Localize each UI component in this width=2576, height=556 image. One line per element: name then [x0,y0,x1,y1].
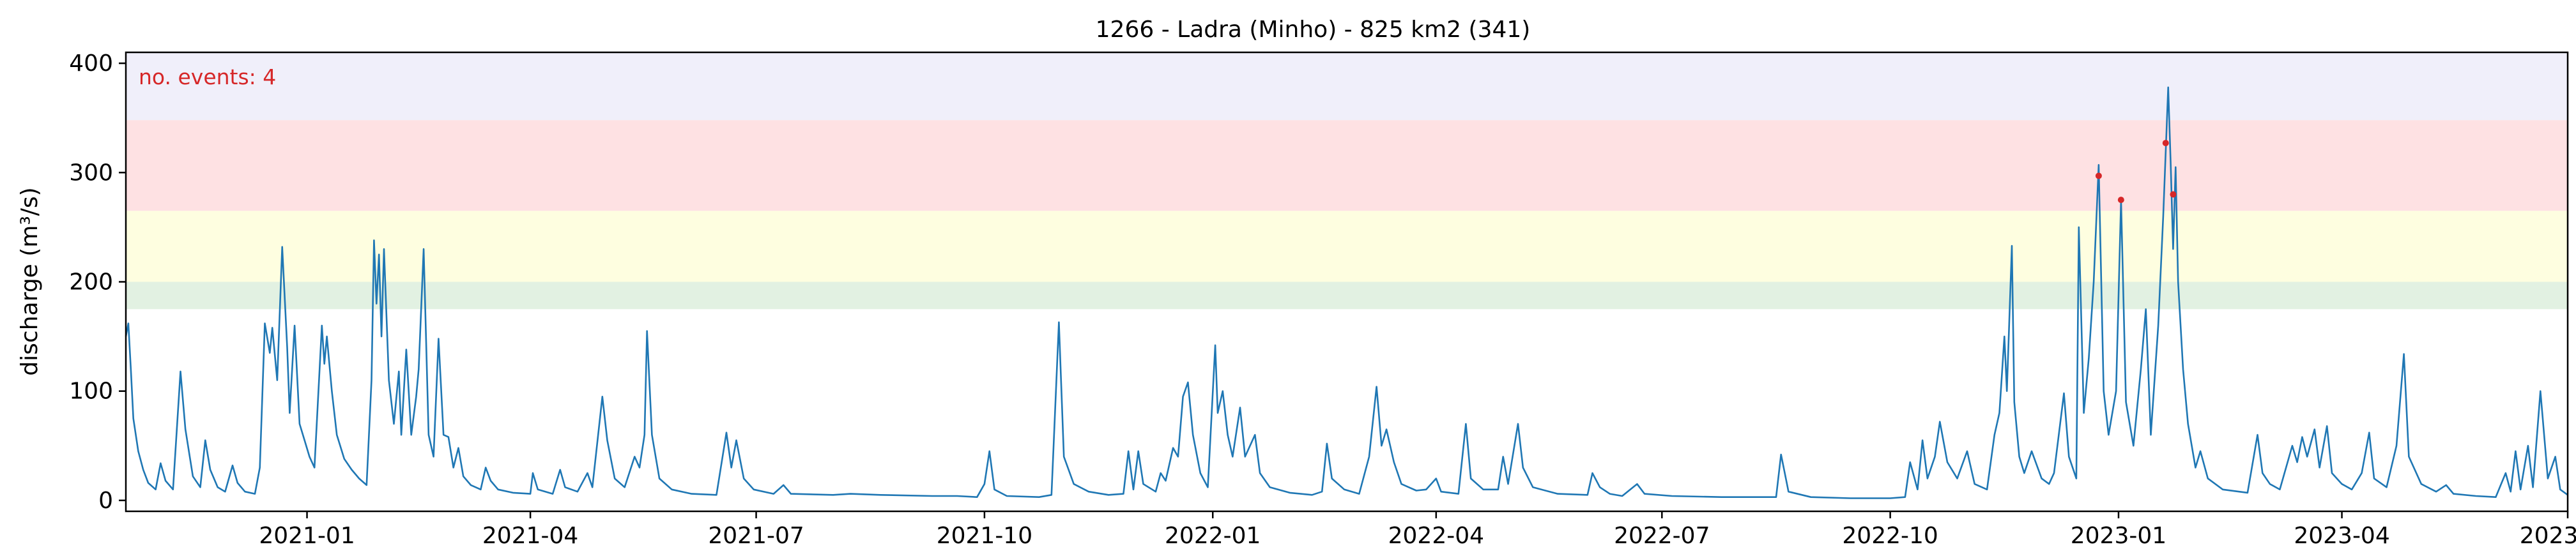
x-tick-label: 2021-01 [259,523,355,549]
event-marker [2117,197,2124,204]
event-marker [2170,191,2177,198]
y-tick-label: 100 [69,379,113,405]
threshold-band-1 [126,211,2568,282]
x-tick-label: 2021-10 [937,523,1032,549]
x-axis: 2021-01 2021-04 2021-07 2021-10 2022-01 2022-… [259,511,2576,549]
x-tick-label: 2023-04 [2294,523,2389,549]
x-tick-label: 2021-04 [482,523,578,549]
x-tick-label: 2022-04 [1388,523,1484,549]
threshold-band-3 [126,52,2568,121]
x-tick-label: 2022-10 [1842,523,1938,549]
data-layer [125,86,2568,499]
y-tick-label: 400 [69,50,113,77]
x-tick-label: 2023-01 [2071,523,2166,549]
bands-layer [126,52,2568,310]
threshold-band-2 [126,120,2568,211]
y-axis: 0 100 200 300 400 [69,50,126,514]
y-axis-label: discharge (m³/s) [17,187,43,375]
y-tick-label: 300 [69,160,113,186]
events-layer [2095,140,2177,204]
y-tick-label: 0 [98,488,113,514]
chart-title: 1266 - Ladra (Minho) - 825 km2 (341) [1096,17,1531,43]
x-tick-label: 2022-07 [1614,523,1710,549]
event-marker [2095,172,2102,179]
event-marker [2162,140,2169,147]
x-tick-label: 2022-01 [1165,523,1261,549]
event-count-annotation: no. events: 4 [139,64,276,89]
threshold-band-0 [126,282,2568,310]
x-tick-label: 2023-07 [2520,523,2576,549]
series-line-0 [125,86,2568,499]
y-tick-label: 200 [69,269,113,296]
x-tick-label: 2021-07 [708,523,804,549]
